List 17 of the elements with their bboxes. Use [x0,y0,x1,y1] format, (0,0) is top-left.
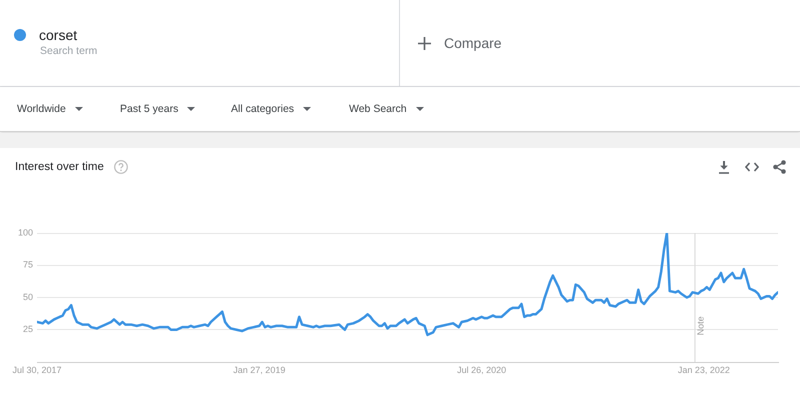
y-tick-label: 100 [18,227,33,238]
ref-line-label: Note [695,316,706,336]
text: Web Search [349,102,407,116]
y-tick-label: 25 [22,324,33,334]
x-tick-label: Jan 27, 2019 [233,364,286,375]
chart-title: Interest over time [15,160,104,175]
text: Compare [444,34,502,52]
legend-label: corset [39,27,78,43]
text: All categories [231,102,294,116]
x-tick-label: Jan 23, 2022 [678,364,730,375]
text: Past 5 years [120,102,178,116]
text: Worldwide [17,102,66,116]
y-tick-label: 75 [22,260,33,270]
x-tick-label: Jul 30, 2017 [12,364,62,375]
y-tick-label: 50 [22,292,33,302]
text: Search term [40,45,98,58]
x-tick-label: Jul 26, 2020 [457,364,506,375]
